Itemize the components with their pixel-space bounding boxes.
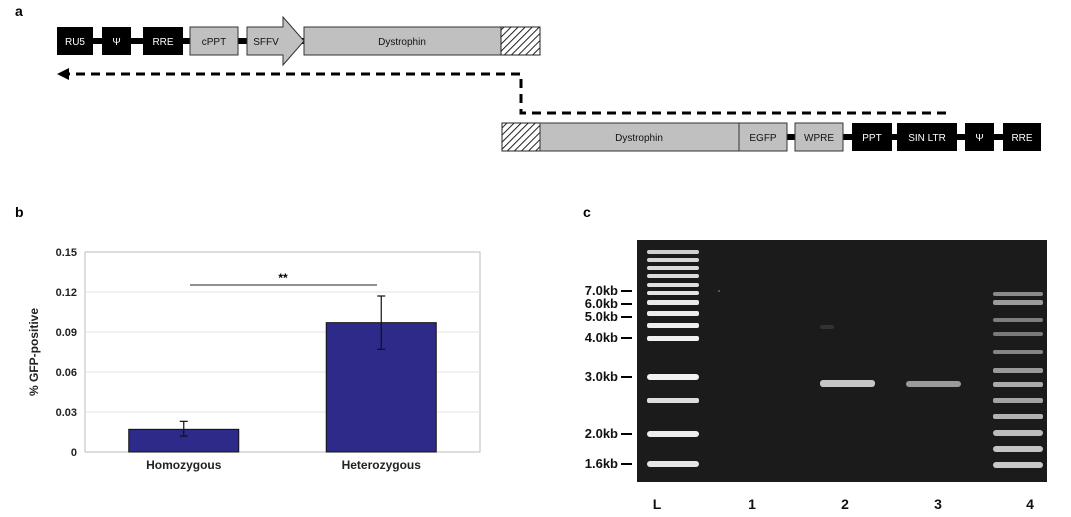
- panel-letter-c: c: [583, 204, 591, 220]
- lane-4-band: [993, 300, 1043, 305]
- construct-top: RU5 Ψ RRE cPPT SFFV Dystrophin: [57, 15, 541, 67]
- chart-y-ticks: 0 0.03 0.06 0.09 0.12 0.15: [56, 247, 77, 459]
- ladder-band: [647, 374, 699, 380]
- y-tick-label: 0.12: [56, 287, 77, 299]
- element-psi: [102, 27, 131, 55]
- construct-bottom: Dystrophin EGFP WPRE PPT SIN LTR Ψ RRE: [501, 122, 1041, 152]
- lane-label-1: 1: [748, 496, 756, 512]
- lane-4-band: [993, 414, 1043, 419]
- gel-lane-labels: L 1 2 3 4: [653, 496, 1034, 512]
- lane-label-3: 3: [934, 496, 942, 512]
- element-dystrophin-top: [303, 26, 502, 56]
- lane-4-band: [993, 368, 1043, 373]
- element-sffv-label: SFFV: [253, 37, 279, 48]
- ladder-band: [647, 250, 699, 254]
- lane-4-band: [993, 292, 1043, 296]
- gel-image: [637, 240, 1047, 482]
- element-psi-bottom: [965, 123, 994, 151]
- bar-chart: 0 0.03 0.06 0.09 0.12 0.15 Homozygous Heterozy…: [27, 247, 481, 472]
- y-tick-label: 0.03: [56, 407, 77, 419]
- lane-2-faint-band: [820, 325, 834, 329]
- element-dystrophin-top-label: Dystrophin: [378, 37, 426, 48]
- element-sin-ltr: [897, 123, 957, 151]
- category-label-heterozygous: Heterozygous: [342, 458, 422, 472]
- ladder-band: [647, 258, 699, 262]
- lane-4-bands: [993, 292, 1043, 468]
- element-ppt: [852, 123, 892, 151]
- size-marker-4kb: 4.0kb: [585, 330, 618, 345]
- ladder-band: [647, 266, 699, 270]
- y-tick-label: 0.09: [56, 327, 77, 339]
- element-sffv-arrow: [246, 15, 305, 67]
- element-psi-label: Ψ: [112, 37, 120, 48]
- dashed-connector: [57, 68, 946, 115]
- panel-letter-b: b: [15, 204, 24, 220]
- element-wpre-label: WPRE: [804, 133, 834, 144]
- ladder-band: [647, 431, 699, 437]
- size-marker-2kb: 2.0kb: [585, 426, 618, 441]
- size-marker-7kb: 7.0kb: [585, 283, 618, 298]
- element-hatched-bottom: [501, 122, 541, 152]
- category-label-homozygous: Homozygous: [146, 458, 222, 472]
- ladder-band: [647, 461, 699, 467]
- element-rre: [143, 27, 183, 55]
- lane-L-bands: [647, 250, 699, 467]
- lane-label-4: 4: [1026, 496, 1034, 512]
- element-rre-bottom: [1003, 123, 1041, 151]
- lane-4-band: [993, 382, 1043, 387]
- element-egfp-label: EGFP: [749, 133, 777, 144]
- ladder-band: [647, 274, 699, 278]
- element-rre-bottom-label: RRE: [1011, 133, 1032, 144]
- element-dystrophin-bottom: [539, 122, 740, 152]
- lane-3-band: [906, 381, 961, 387]
- size-marker-1-6kb: 1.6kb: [585, 456, 618, 471]
- size-marker-6kb: 6.0kb: [585, 296, 618, 311]
- chart-error-bars: [179, 295, 386, 437]
- element-cppt-label: cPPT: [202, 37, 226, 48]
- element-psi-bottom-label: Ψ: [975, 133, 983, 144]
- element-wpre: [794, 122, 844, 152]
- lane-2-band: [820, 380, 875, 387]
- lane-4-band: [993, 398, 1043, 403]
- lane-4-band: [993, 446, 1043, 452]
- ladder-band: [647, 311, 699, 316]
- lane-4-band: [993, 462, 1043, 468]
- lane-label-L: L: [653, 496, 662, 512]
- lane-1-speck: [718, 290, 720, 292]
- element-sin-ltr-label: SIN LTR: [908, 133, 946, 144]
- lane-4-band: [993, 332, 1043, 336]
- element-ru5: [57, 27, 93, 55]
- significance-label: **: [278, 271, 288, 285]
- ladder-band: [647, 283, 699, 287]
- connector-arrowhead: [57, 68, 69, 80]
- ladder-band: [647, 323, 699, 328]
- ladder-band: [647, 291, 699, 295]
- y-tick-label: 0.15: [56, 247, 77, 259]
- element-egfp: [738, 122, 788, 152]
- lane-4-band: [993, 318, 1043, 322]
- panel-letter-a: a: [15, 3, 23, 19]
- y-tick-label: 0.06: [56, 367, 77, 379]
- lane-4-band: [993, 350, 1043, 354]
- size-marker-5kb: 5.0kb: [585, 309, 618, 324]
- ladder-band: [647, 300, 699, 305]
- ladder-band: [647, 398, 699, 403]
- size-marker-3kb: 3.0kb: [585, 369, 618, 384]
- ladder-band: [647, 336, 699, 341]
- element-rre-label: RRE: [152, 37, 173, 48]
- y-axis-label: % GFP-positive: [27, 308, 41, 396]
- element-hatched-top: [500, 26, 541, 56]
- chart-category-labels: Homozygous Heterozygous: [146, 458, 421, 472]
- element-ru5-label: RU5: [65, 37, 85, 48]
- lane-4-band: [993, 430, 1043, 436]
- gel-background: [637, 240, 1047, 482]
- lane-label-2: 2: [841, 496, 849, 512]
- element-dystrophin-bottom-label: Dystrophin: [615, 133, 663, 144]
- y-tick-label: 0: [71, 447, 77, 459]
- element-ppt-label: PPT: [862, 133, 881, 144]
- connector-line: [68, 72, 946, 115]
- element-cppt: [189, 26, 239, 56]
- gel-size-markers: 7.0kb 6.0kb 5.0kb 4.0kb 3.0kb 2.0kb 1.6k…: [585, 283, 632, 471]
